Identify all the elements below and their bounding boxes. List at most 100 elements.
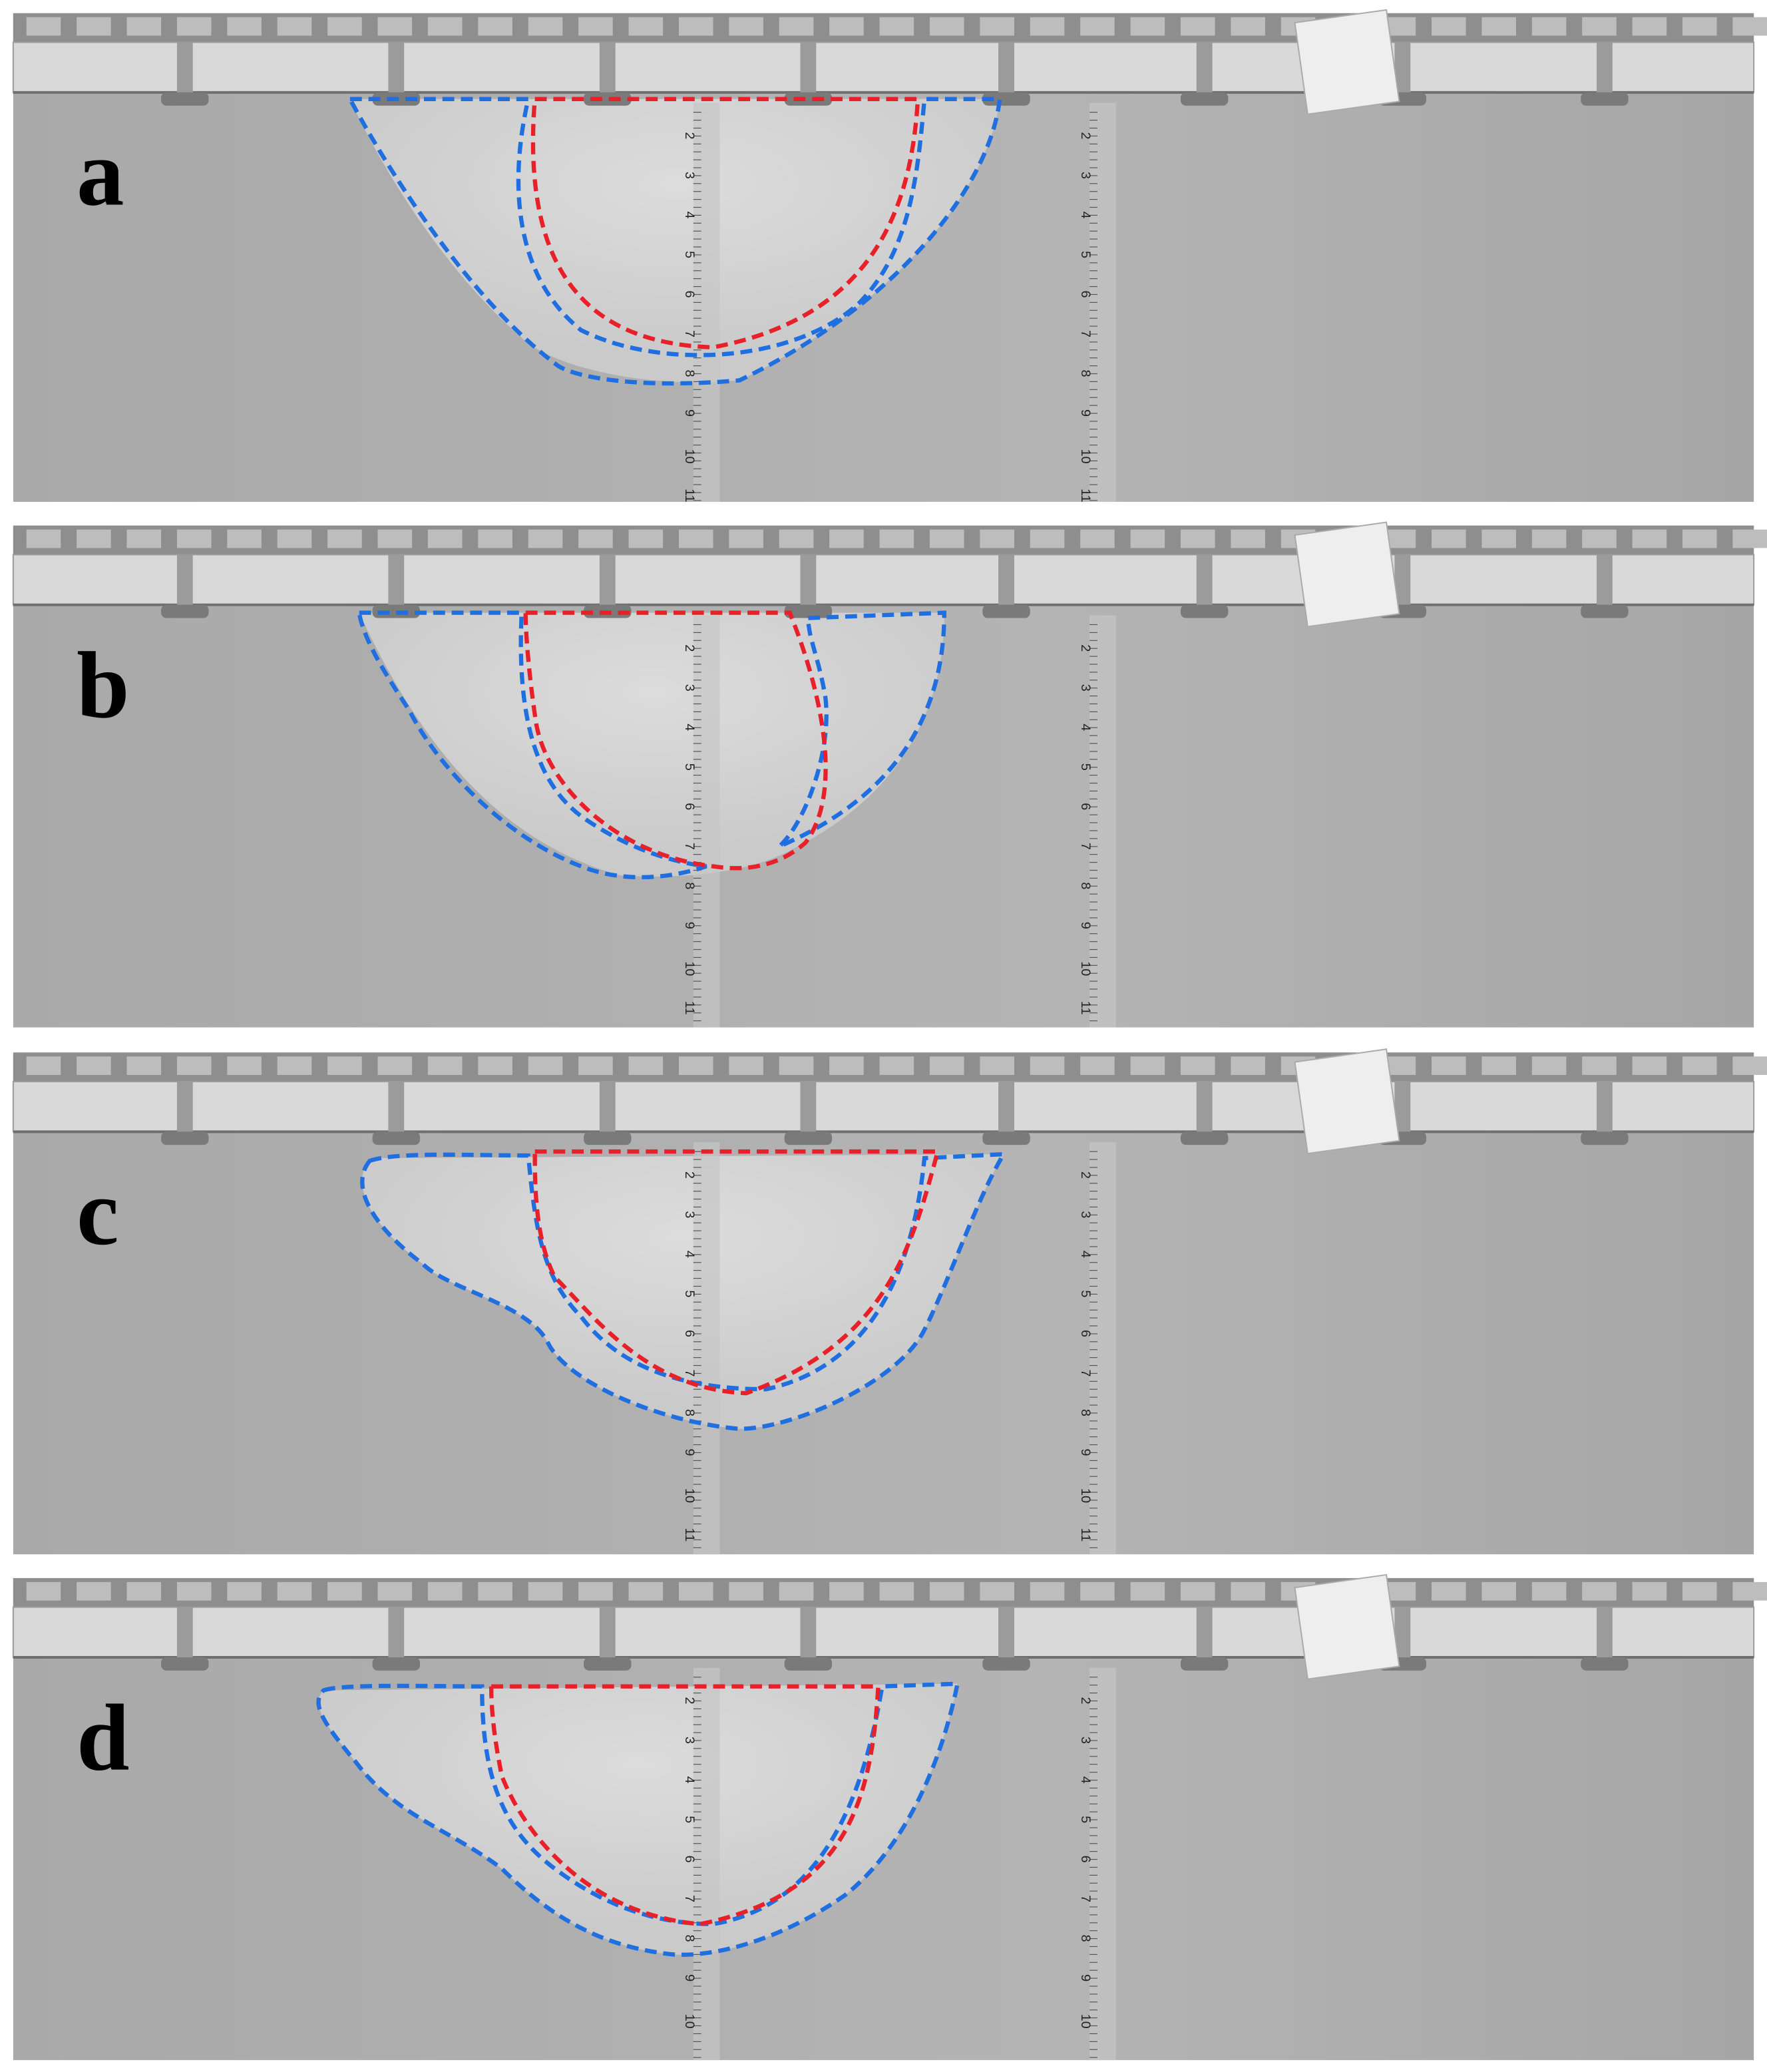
infiltration-boundary [316, 1681, 960, 1958]
bolt [1581, 1132, 1629, 1145]
rail-slot [126, 1581, 162, 1601]
rail-slot [1682, 1056, 1717, 1076]
ruler-number: 3 [682, 684, 697, 692]
rail-slot [678, 1581, 713, 1601]
rail-slot [628, 529, 664, 548]
rail-slot [26, 17, 61, 36]
rail-slot [327, 529, 362, 548]
rail-slot [779, 529, 814, 548]
rail-slot [779, 17, 814, 36]
ruler-number: 2 [1078, 1697, 1093, 1705]
rail-slot [729, 529, 763, 548]
ruler-number: 10 [682, 1488, 697, 1503]
ruler-number: 4 [682, 724, 697, 731]
panel: 2 3 4 5 6 7 8 9 10 11 2 3 4 5 6 7 8 9 10 11 b [12, 521, 1767, 1028]
ruler-number: 10 [1078, 961, 1093, 976]
rail-slot [1030, 529, 1065, 548]
panel-label: d [77, 1685, 129, 1790]
post [1597, 1081, 1613, 1132]
bolt [161, 1132, 209, 1145]
rail-slot [227, 17, 262, 36]
ruler-number: 2 [682, 1171, 697, 1179]
ruler-number: 7 [1078, 1895, 1093, 1902]
ruler [693, 1142, 720, 1555]
bolt [584, 1657, 632, 1671]
ruler-number: 11 [1078, 1528, 1093, 1542]
rail-slot [1231, 17, 1265, 36]
post [176, 42, 193, 93]
bolt [1180, 604, 1229, 618]
rail-slot [327, 1581, 362, 1601]
bolt [1581, 1657, 1629, 1671]
rail-slot [628, 1056, 664, 1076]
rail-slot [1180, 1581, 1215, 1601]
rail-slot [980, 1581, 1014, 1601]
rail-slot [628, 1581, 664, 1601]
rail-slot [1682, 529, 1717, 548]
rail-slot [1030, 1581, 1065, 1601]
post [998, 1607, 1014, 1658]
bolt [784, 92, 833, 106]
rail-slot [1732, 17, 1767, 36]
rail-slot [1481, 1581, 1516, 1601]
rail-slot [377, 529, 413, 548]
post [998, 554, 1014, 605]
ruler-number: 6 [1078, 1330, 1093, 1337]
ruler-number: 2 [1078, 132, 1093, 139]
rail-slot [1231, 529, 1265, 548]
ruler [1089, 1667, 1116, 2061]
bolt [982, 1132, 1030, 1145]
rail [12, 41, 1755, 93]
rail-slot [1632, 17, 1667, 36]
post [1196, 1081, 1213, 1132]
rail-slot [176, 529, 212, 548]
ruler-number: 3 [1078, 1211, 1093, 1218]
ruler-number: 2 [1078, 644, 1093, 652]
post [1597, 1607, 1613, 1658]
rail-slot [1582, 17, 1617, 36]
panel-label: b [77, 632, 129, 737]
rail-slot [729, 1056, 763, 1076]
rail-slot [176, 1581, 212, 1601]
rail-slot [377, 17, 413, 36]
post [388, 42, 405, 93]
ruler-number: 6 [1078, 1856, 1093, 1863]
rail-slot [277, 1056, 312, 1076]
rail-slot [1180, 17, 1215, 36]
ruler-number: 5 [682, 1816, 697, 1823]
post [1196, 554, 1213, 605]
rail-slot [1080, 1581, 1115, 1601]
rail-slot [729, 1581, 763, 1601]
panel: 2 3 4 5 6 7 8 9 10 11 2 3 4 5 6 7 8 9 10 11 c [12, 1048, 1767, 1555]
rail-slot [327, 1056, 362, 1076]
post [1394, 42, 1411, 93]
post [599, 1607, 616, 1658]
rail-slot [578, 17, 613, 36]
injector [1294, 1573, 1400, 1680]
ruler-number: 6 [1078, 803, 1093, 810]
rail-slot [980, 17, 1014, 36]
bolt [584, 92, 632, 106]
bolt [1180, 92, 1229, 106]
post [800, 42, 817, 93]
ruler [1089, 615, 1116, 1028]
rail-slot [779, 1056, 814, 1076]
bolt [1581, 92, 1629, 106]
bolt [372, 1132, 421, 1145]
rail-slot [829, 529, 864, 548]
bolt [982, 92, 1030, 106]
rail-slot [1632, 1056, 1667, 1076]
ruler-number: 8 [682, 882, 697, 889]
ruler-number: 3 [1078, 1737, 1093, 1744]
rail-slot [26, 1056, 61, 1076]
post [388, 1607, 405, 1658]
rail-slot [980, 1056, 1014, 1076]
rail-slot [1231, 1056, 1265, 1076]
rail-slot [1481, 529, 1516, 548]
post [599, 554, 616, 605]
bolt [784, 1132, 833, 1145]
rail [12, 554, 1755, 606]
ruler-number: 6 [682, 1330, 697, 1337]
rail-slot [377, 1581, 413, 1601]
rail-slot [26, 529, 61, 548]
